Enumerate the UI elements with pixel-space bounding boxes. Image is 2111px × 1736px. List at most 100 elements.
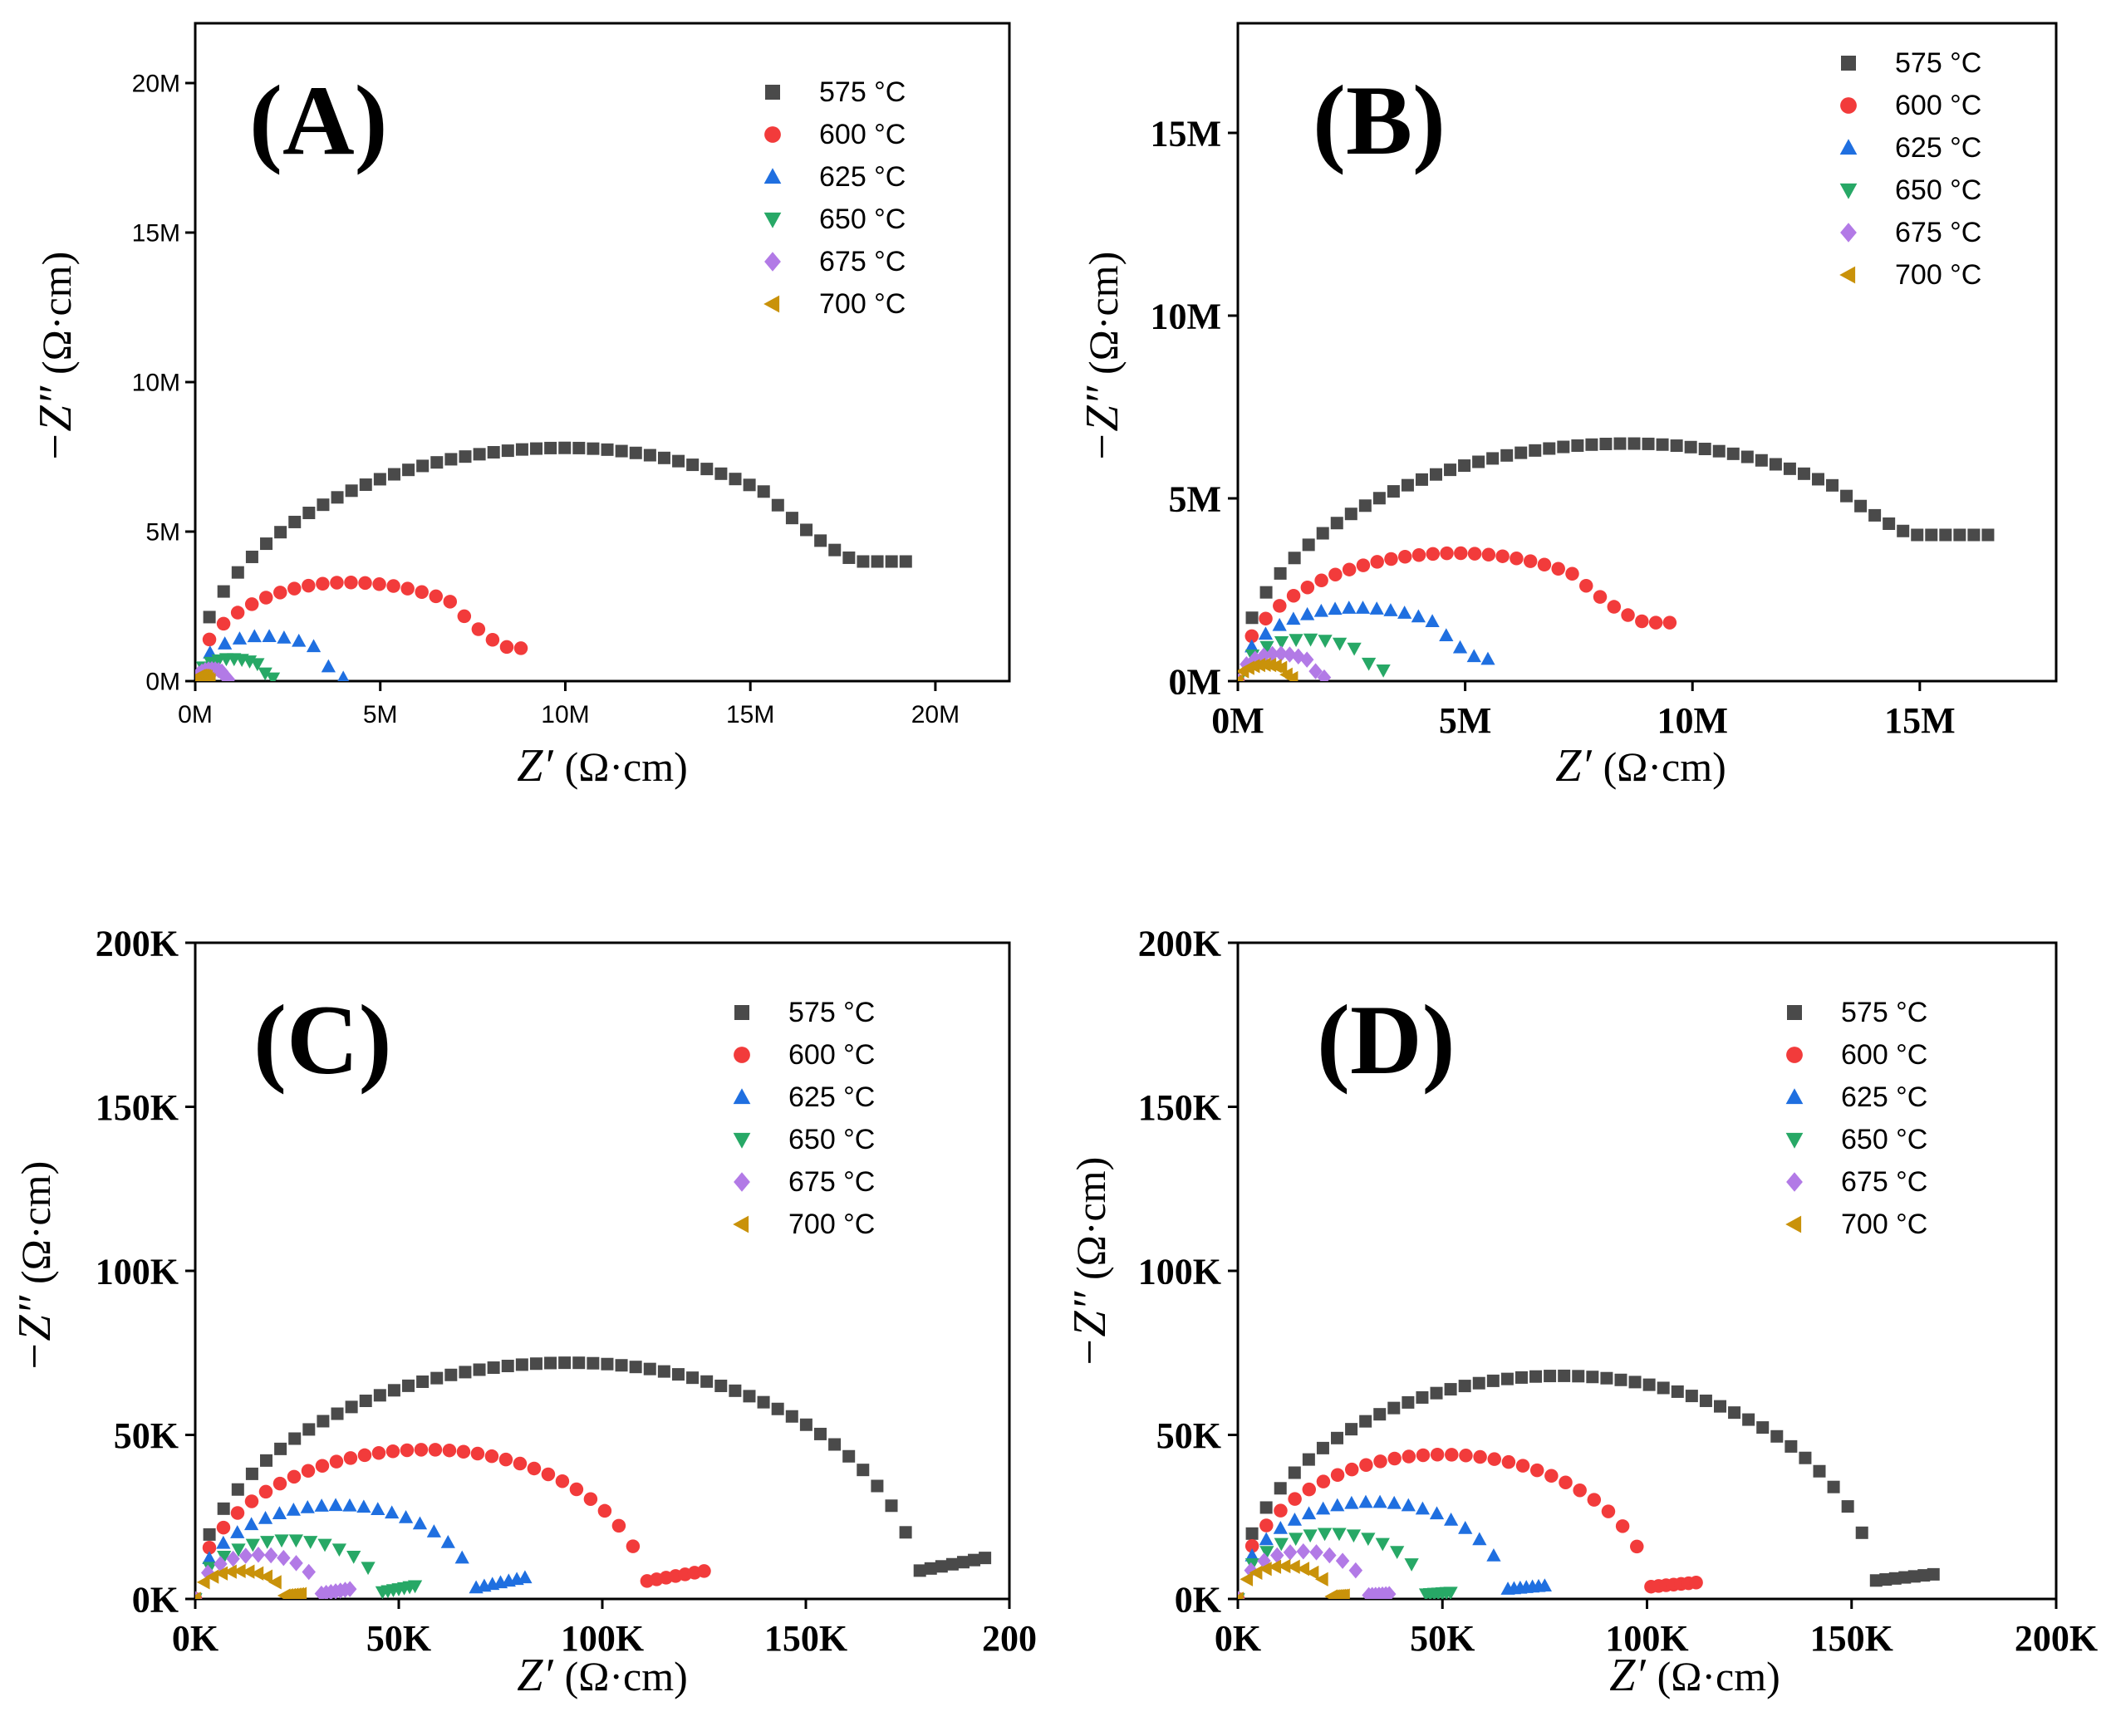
series-layer — [1238, 437, 1995, 681]
data-point — [1259, 640, 1274, 655]
data-point — [359, 478, 372, 492]
data-point — [1898, 1571, 1912, 1584]
data-point — [1537, 557, 1552, 572]
data-point — [1332, 1528, 1347, 1542]
data-point — [686, 1371, 700, 1385]
data-point — [1486, 452, 1500, 465]
data-point — [1301, 1506, 1317, 1520]
data-point — [1558, 1369, 1571, 1382]
y-tick-label: 150K — [96, 1087, 179, 1128]
data-point — [1523, 554, 1538, 568]
data-point — [387, 1384, 400, 1397]
data-point — [429, 589, 443, 604]
data-point — [1259, 586, 1273, 599]
data-point — [277, 630, 292, 644]
data-point — [1287, 1512, 1303, 1526]
data-point — [1258, 626, 1274, 640]
data-point — [414, 1443, 429, 1457]
series-625 — [195, 629, 350, 681]
data-point — [300, 1499, 315, 1513]
data-point — [1854, 499, 1868, 512]
legend-label: 650 °C — [819, 204, 906, 235]
data-point — [1245, 1539, 1259, 1553]
data-point — [501, 444, 514, 458]
data-point — [1305, 1565, 1319, 1581]
data-point — [1259, 1532, 1274, 1546]
data-point — [515, 443, 528, 456]
series-700 — [1238, 1558, 1350, 1599]
data-point — [1472, 1532, 1487, 1546]
data-point — [1318, 635, 1333, 648]
data-point — [1387, 1451, 1402, 1466]
data-point — [1331, 1431, 1344, 1444]
data-point — [1883, 517, 1896, 530]
x-tick-label: 50K — [366, 1618, 431, 1659]
data-point — [1245, 629, 1259, 644]
data-point — [1397, 550, 1412, 564]
data-point — [412, 1516, 428, 1530]
data-point — [473, 1363, 486, 1376]
y-axis-symbol: −Z″ — [1064, 1280, 1116, 1368]
data-point — [1309, 1544, 1323, 1561]
data-point — [800, 523, 813, 537]
data-point — [1245, 639, 1259, 653]
x-tick-label: 10M — [1657, 700, 1728, 741]
data-point — [1288, 1492, 1302, 1506]
data-point — [513, 1456, 528, 1471]
data-point — [1840, 489, 1853, 503]
data-point — [1277, 1558, 1291, 1574]
data-point — [913, 1564, 926, 1577]
data-point — [1330, 1468, 1345, 1483]
data-point — [729, 1384, 742, 1397]
series-600 — [195, 1443, 711, 1599]
x-tick-label: 50K — [1410, 1618, 1475, 1659]
data-point — [1317, 1528, 1333, 1542]
y-tick-label: 15M — [1150, 113, 1221, 154]
data-point — [1387, 1401, 1401, 1415]
data-point — [757, 485, 770, 498]
data-point — [1515, 1459, 1530, 1473]
data-point — [1288, 552, 1301, 565]
data-point — [286, 1502, 301, 1516]
data-point — [317, 498, 330, 512]
data-point — [1500, 449, 1514, 462]
data-point — [1411, 609, 1426, 623]
data-point — [1869, 1574, 1883, 1587]
data-point — [1286, 611, 1301, 625]
data-point — [1826, 478, 1839, 492]
data-point — [402, 463, 415, 477]
series-650 — [195, 653, 281, 681]
series-layer — [1238, 1369, 1940, 1599]
data-point — [857, 1464, 870, 1477]
data-point — [1811, 473, 1824, 486]
y-axis-symbol: −Z″ — [30, 375, 81, 463]
data-point — [1344, 1495, 1359, 1509]
x-axis-unit: (Ω·cm) — [1657, 1653, 1780, 1699]
data-point — [1572, 1370, 1585, 1383]
data-point — [217, 1502, 230, 1515]
data-point — [1286, 1559, 1300, 1574]
panel-label: (C) — [253, 984, 392, 1095]
data-point — [344, 575, 358, 590]
data-point — [473, 448, 486, 461]
data-point — [1557, 440, 1570, 454]
data-point — [1699, 1394, 1712, 1407]
y-tick-label: 5M — [145, 519, 180, 547]
data-point — [799, 1418, 812, 1431]
legend-label: 675 °C — [788, 1166, 875, 1198]
data-point — [1529, 444, 1542, 457]
data-point — [485, 633, 500, 647]
data-point — [527, 1461, 542, 1476]
data-point — [1274, 645, 1289, 662]
data-point — [1621, 608, 1635, 622]
data-point — [317, 1415, 330, 1428]
data-point — [1359, 1458, 1373, 1473]
data-point — [1911, 528, 1924, 542]
panel-label: (B) — [1313, 65, 1446, 175]
data-point — [302, 1563, 316, 1581]
data-point — [1440, 546, 1454, 561]
data-point — [1587, 1493, 1602, 1507]
data-point — [1684, 440, 1697, 454]
data-point — [1726, 447, 1740, 460]
